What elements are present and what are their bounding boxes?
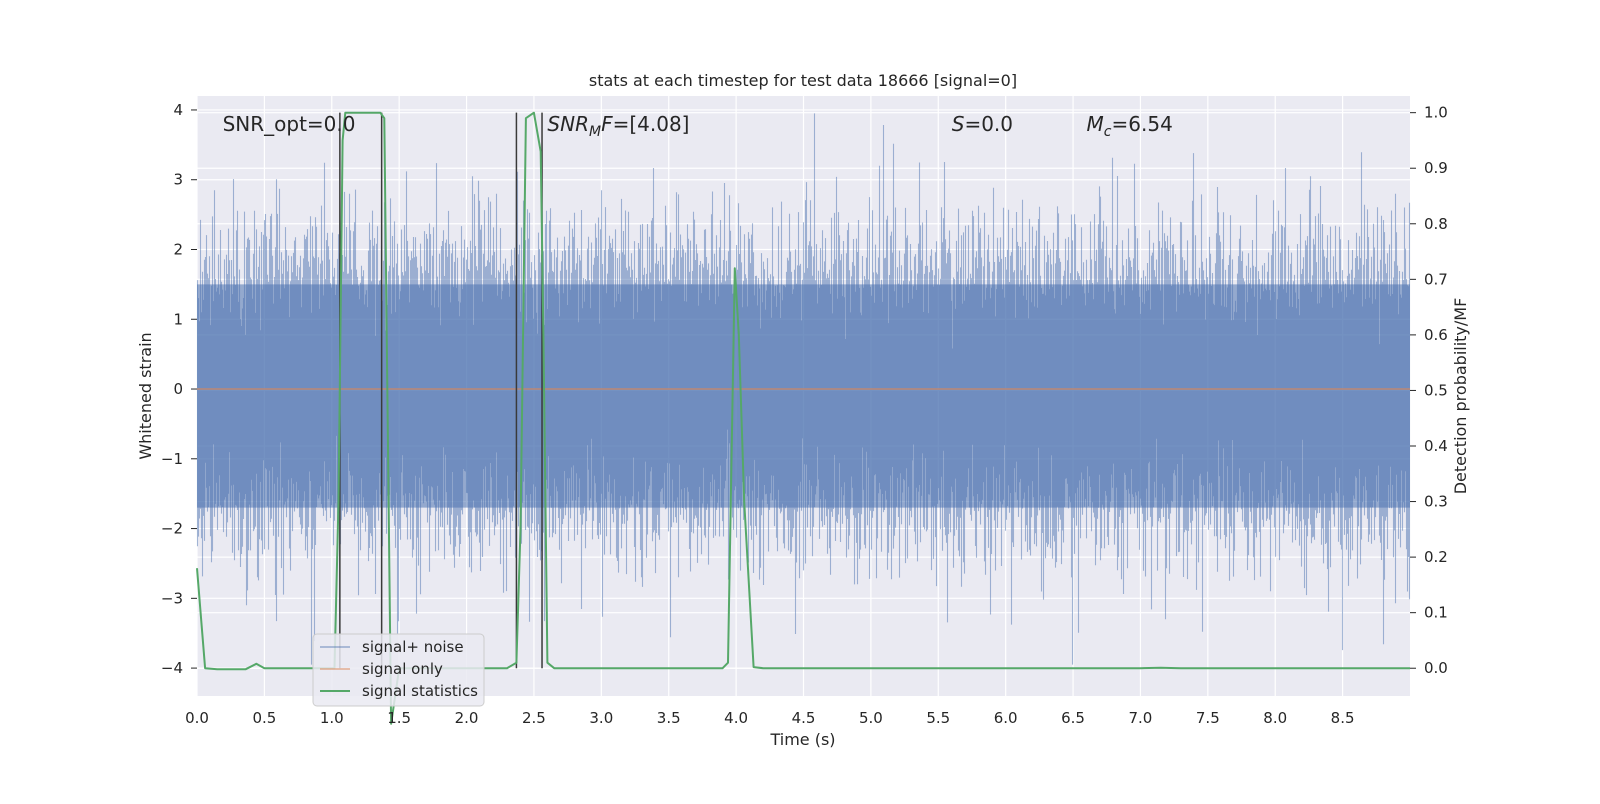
x-tick-label: 8.0 xyxy=(1263,709,1287,727)
y-tick-label: −1 xyxy=(161,450,183,468)
x-tick-label: 4.0 xyxy=(724,709,748,727)
y-tick-label: 4 xyxy=(173,101,183,119)
x-tick-label: 6.5 xyxy=(1061,709,1085,727)
x-tick-label: 8.5 xyxy=(1331,709,1355,727)
y-right-tick-label: 0.8 xyxy=(1424,215,1448,233)
legend: signal+ noise signal only signal statist… xyxy=(312,633,485,707)
legend-label-signal-only: signal only xyxy=(362,660,443,678)
x-tick-label: 0.5 xyxy=(252,709,276,727)
x-tick-label: 2.0 xyxy=(455,709,479,727)
y-tick-label: −3 xyxy=(161,589,183,607)
y-right-tick-label: 0.5 xyxy=(1424,381,1448,399)
x-tick-label: 1.5 xyxy=(387,709,411,727)
x-axis-ticks: 0.0 0.5 1.0 1.5 2.0 2.5 3.0 3.5 4.0 4.5 5.0 5.5 6.0 6… xyxy=(185,709,1354,727)
x-tick-label: 7.0 xyxy=(1129,709,1153,727)
legend-label-noise: signal+ noise xyxy=(362,638,464,656)
signal-statistics-series xyxy=(196,111,1410,725)
y-right-tick-label: 0.7 xyxy=(1424,270,1448,288)
x-tick-label: 7.5 xyxy=(1196,709,1220,727)
y-axis-label: Whitened strain xyxy=(136,332,155,459)
y-right-tick-label: 0.4 xyxy=(1424,437,1448,455)
annotation-text: S=0.0 xyxy=(952,112,1013,136)
x-tick-label: 3.5 xyxy=(657,709,681,727)
legend-label-statistics: signal statistics xyxy=(362,682,478,700)
y-tick-label: −4 xyxy=(161,659,183,677)
y-axis-ticks: −4 −3 −2 −1 0 1 2 3 4 xyxy=(161,101,197,677)
y-right-tick-label: 0.3 xyxy=(1424,493,1448,511)
x-tick-label: 2.5 xyxy=(522,709,546,727)
x-tick-label: 4.5 xyxy=(792,709,816,727)
y-tick-label: 2 xyxy=(173,240,183,258)
x-axis-label: Time (s) xyxy=(769,730,835,749)
y-tick-label: −2 xyxy=(161,520,183,538)
y-right-axis-label: Detection probability/MF xyxy=(1451,298,1470,495)
annotation-text: Mc=6.54 xyxy=(1087,112,1173,140)
signal-noise-series xyxy=(196,113,1411,665)
y-tick-label: 0 xyxy=(173,380,183,398)
y-right-tick-label: 0.9 xyxy=(1424,159,1448,177)
x-tick-label: 5.5 xyxy=(926,709,950,727)
annotations: SNR_opt=0.0 SNRMF=[4.08] S=0.0 Mc=6.54 xyxy=(223,112,1173,140)
x-tick-label: 0.0 xyxy=(185,709,209,727)
y-right-tick-label: 0.1 xyxy=(1424,604,1448,622)
annotation-text: SNRMF=[4.08] xyxy=(547,112,689,140)
chart-title: stats at each timestep for test data 186… xyxy=(589,71,1017,90)
x-tick-label: 3.0 xyxy=(589,709,613,727)
annotation-text: SNR_opt=0.0 xyxy=(223,112,356,136)
y-right-tick-label: 0.0 xyxy=(1424,659,1448,677)
x-tick-label: 1.0 xyxy=(320,709,344,727)
x-tick-label: 6.0 xyxy=(994,709,1018,727)
y-tick-label: 1 xyxy=(173,310,183,328)
signal-statistics-line xyxy=(196,111,1410,725)
y-right-tick-label: 1.0 xyxy=(1424,104,1448,122)
y-right-axis-ticks: 0.0 0.1 0.2 0.3 0.4 0.5 0.6 0.7 0.8 0.9 1.0 xyxy=(1410,104,1448,677)
y-right-tick-label: 0.6 xyxy=(1424,326,1448,344)
x-tick-label: 5.0 xyxy=(859,709,883,727)
y-tick-label: 3 xyxy=(173,171,183,189)
y-right-tick-label: 0.2 xyxy=(1424,548,1448,566)
legend-box xyxy=(312,633,485,707)
noise-trace xyxy=(196,113,1411,665)
